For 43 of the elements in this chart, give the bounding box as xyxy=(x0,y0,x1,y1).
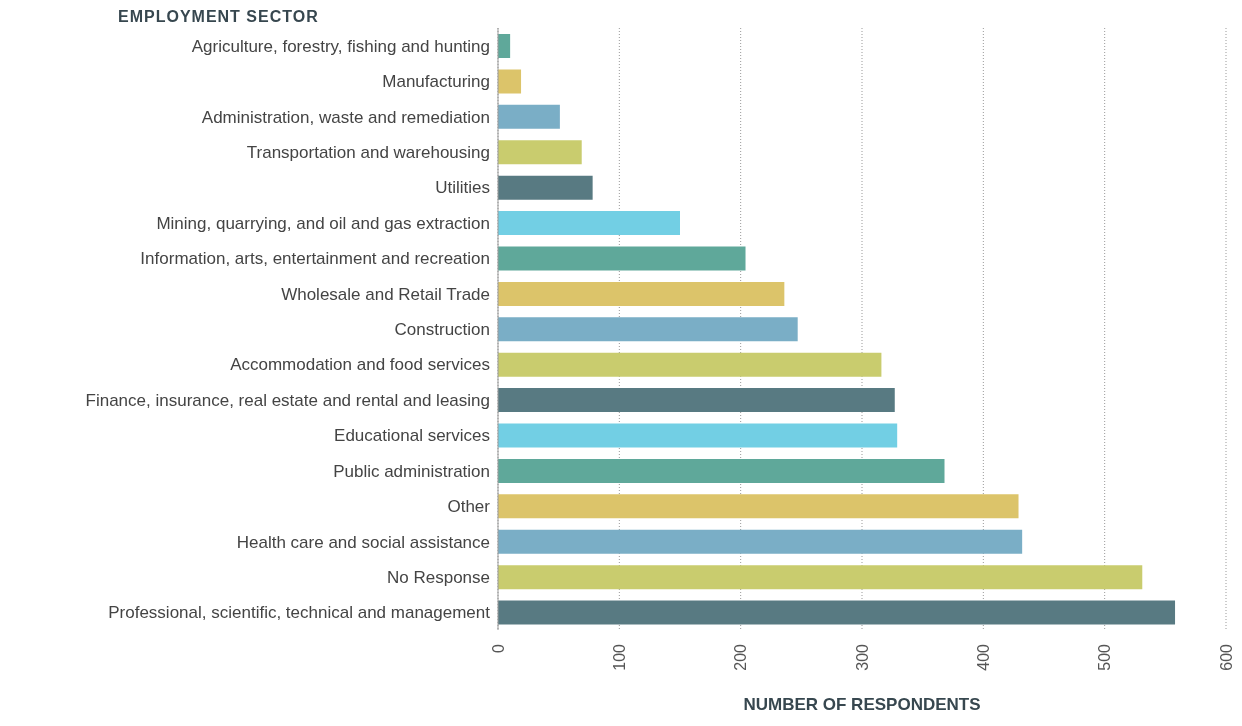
y-tick-label: Accommodation and food services xyxy=(230,355,490,375)
x-tick-label: 0 xyxy=(489,643,507,653)
bar xyxy=(498,352,882,377)
x-tick-label: 500 xyxy=(1096,643,1114,671)
y-tick-label: Construction xyxy=(394,320,490,340)
bar xyxy=(498,494,1019,519)
x-axis-title: NUMBER OF RESPONDENTS xyxy=(743,695,981,715)
y-tick-label: Administration, waste and remediation xyxy=(201,107,490,127)
bar xyxy=(498,529,1023,554)
x-tick-label: 600 xyxy=(1217,643,1235,671)
bar xyxy=(498,600,1176,625)
y-tick-label: Public administration xyxy=(333,461,490,481)
bar xyxy=(498,388,895,413)
bar xyxy=(498,34,511,58)
y-tick-label: Educational services xyxy=(334,426,490,446)
y-tick-label: Agriculture, forestry, fishing and hunting xyxy=(191,36,490,56)
bar xyxy=(498,175,593,200)
x-tick-label: 400 xyxy=(974,643,992,671)
bar xyxy=(498,69,522,94)
bar xyxy=(498,211,680,236)
y-tick-label: No Response xyxy=(386,567,490,587)
x-tick-label: 300 xyxy=(853,643,871,671)
bar xyxy=(498,317,798,342)
bar xyxy=(498,140,582,165)
bar xyxy=(498,246,746,271)
bar xyxy=(498,423,898,448)
y-tick-label: Other xyxy=(447,497,491,517)
x-tick-label: 200 xyxy=(732,643,750,671)
bar xyxy=(498,458,945,483)
bar xyxy=(498,104,560,129)
y-tick-label: Mining, quarrying, and oil and gas extraction xyxy=(156,213,490,233)
bar xyxy=(498,565,1143,590)
y-tick-label: Information, arts, entertainment and recreation xyxy=(140,249,490,269)
x-tick-label: 100 xyxy=(610,643,628,671)
y-axis-title: EMPLOYMENT SECTOR xyxy=(118,8,319,26)
y-tick-label: Professional, scientific, technical and management xyxy=(108,603,491,623)
y-tick-label: Wholesale and Retail Trade xyxy=(281,284,490,304)
y-tick-label: Manufacturing xyxy=(382,72,490,92)
y-tick-label: Finance, insurance, real estate and rental and leasing xyxy=(85,390,490,410)
y-tick-label: Transportation and warehousing xyxy=(246,142,490,162)
bar xyxy=(498,281,785,306)
y-tick-label: Utilities xyxy=(435,178,490,198)
y-tick-label: Health care and social assistance xyxy=(236,532,490,552)
